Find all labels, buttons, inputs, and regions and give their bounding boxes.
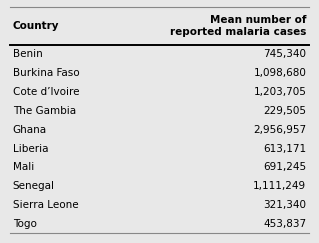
Text: 2,956,957: 2,956,957: [253, 125, 306, 135]
Text: Mali: Mali: [13, 162, 34, 172]
Text: Cote d’Ivoire: Cote d’Ivoire: [13, 87, 79, 97]
Text: Mean number of
reported malaria cases: Mean number of reported malaria cases: [170, 15, 306, 37]
Text: 1,098,680: 1,098,680: [253, 68, 306, 78]
Text: Benin: Benin: [13, 49, 42, 59]
Text: 321,340: 321,340: [263, 200, 306, 210]
Text: Togo: Togo: [13, 219, 37, 229]
Text: Sierra Leone: Sierra Leone: [13, 200, 78, 210]
Text: Country: Country: [13, 21, 59, 31]
Text: 691,245: 691,245: [263, 162, 306, 172]
Text: 1,111,249: 1,111,249: [253, 181, 306, 191]
Text: Ghana: Ghana: [13, 125, 47, 135]
Text: Senegal: Senegal: [13, 181, 55, 191]
Text: The Gambia: The Gambia: [13, 106, 76, 116]
Text: 453,837: 453,837: [263, 219, 306, 229]
Text: 229,505: 229,505: [263, 106, 306, 116]
Text: 613,171: 613,171: [263, 144, 306, 154]
Text: 745,340: 745,340: [263, 49, 306, 59]
Text: Liberia: Liberia: [13, 144, 48, 154]
Text: 1,203,705: 1,203,705: [253, 87, 306, 97]
Text: Burkina Faso: Burkina Faso: [13, 68, 79, 78]
